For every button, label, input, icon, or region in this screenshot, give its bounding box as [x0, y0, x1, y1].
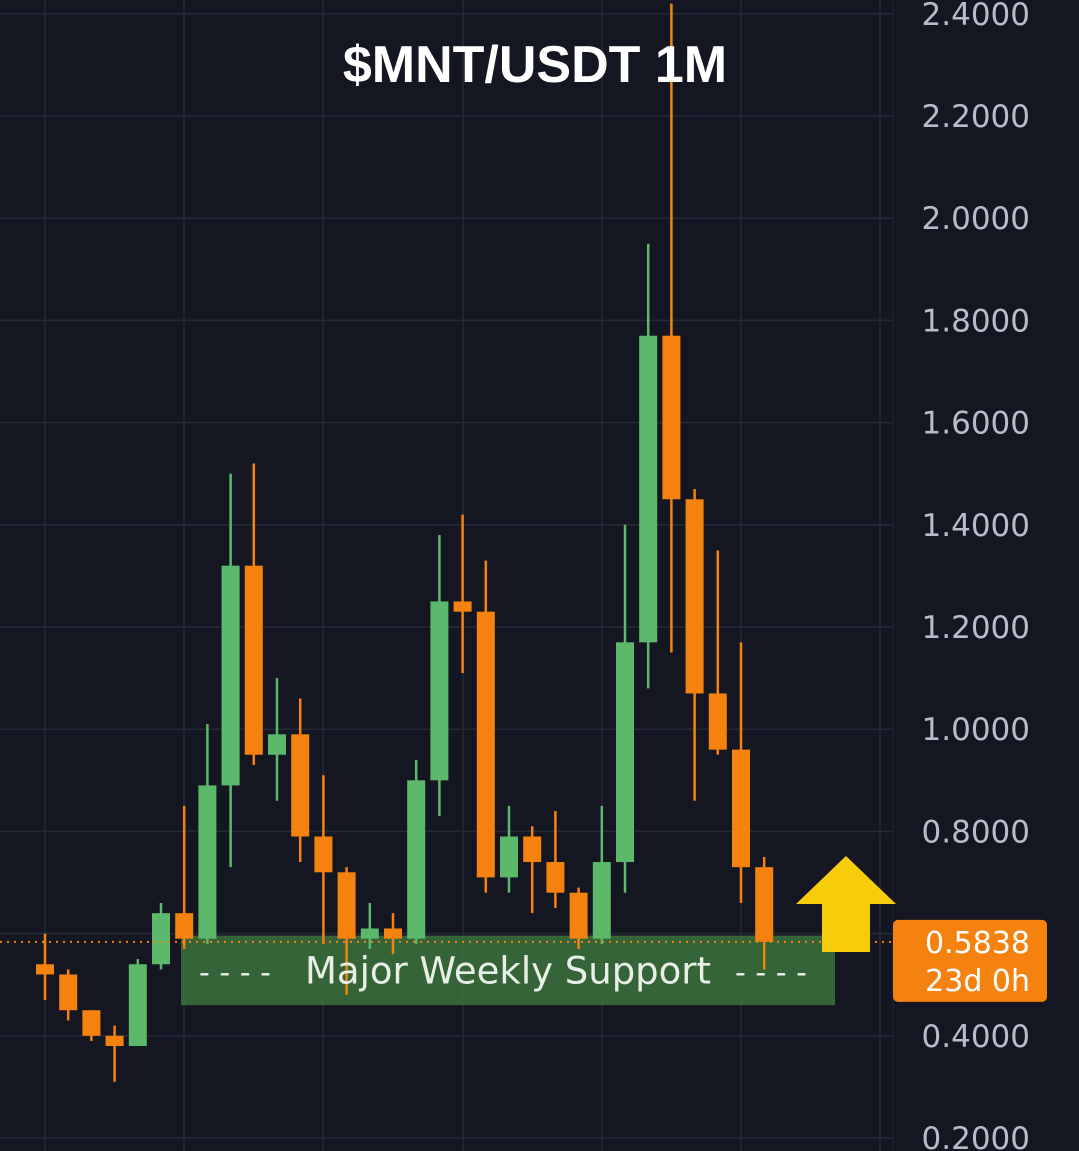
candle [639, 243, 658, 689]
y-tick-label: 1.8000 [922, 303, 1030, 339]
candle-body [523, 836, 542, 863]
candle-body [128, 964, 147, 1047]
candle-body [732, 749, 750, 868]
y-tick-label: 1.0000 [922, 712, 1030, 748]
candle [36, 933, 54, 1001]
candle [360, 902, 379, 949]
candle [221, 473, 240, 868]
candle-body [198, 785, 217, 939]
candle-body [453, 601, 472, 612]
support-zone [181, 935, 835, 1006]
y-tick-label: 0.4000 [922, 1019, 1030, 1055]
candle-body [546, 862, 565, 893]
candle-body [616, 642, 634, 863]
candle-body [476, 611, 495, 878]
y-tick-label: 0.8000 [922, 814, 1030, 850]
candle-body [360, 928, 379, 939]
candle-body [175, 913, 194, 939]
candle [407, 759, 426, 944]
candle [592, 805, 611, 944]
candle [268, 678, 286, 801]
support-zone-dashes-right: - - - - [735, 955, 807, 990]
candle [523, 826, 542, 914]
candle [337, 867, 356, 995]
current-price-badge [893, 919, 1047, 1002]
support-zone-dashes-left: - - - - [199, 955, 271, 990]
candle-body [82, 1010, 101, 1036]
candle [569, 887, 588, 949]
up-arrow-icon [796, 856, 896, 952]
candle [384, 913, 402, 955]
current-price-countdown: 23d 0h [925, 964, 1030, 999]
candle [128, 959, 147, 1047]
candle [152, 902, 170, 970]
candle-body [384, 928, 402, 939]
candle-body [755, 867, 774, 942]
y-tick-label: 2.2000 [922, 99, 1030, 135]
candle [59, 969, 78, 1021]
candle-body [36, 964, 54, 975]
candle [500, 805, 518, 893]
candle [732, 642, 750, 903]
support-zone-band [181, 935, 835, 1006]
candle-body [314, 836, 333, 873]
candle [708, 550, 727, 755]
candle [175, 805, 194, 949]
candle-body [268, 734, 286, 755]
candle-body [592, 862, 611, 939]
candle [430, 535, 449, 817]
candle-body [407, 780, 426, 939]
y-tick-label: 0.2000 [922, 1121, 1030, 1151]
candle-body [685, 499, 704, 694]
candle [314, 775, 333, 944]
support-zone-label: Major Weekly Support [305, 949, 711, 992]
candle-body [662, 335, 681, 500]
candle [476, 560, 495, 893]
candle-body [639, 335, 658, 643]
y-tick-label: 1.2000 [922, 610, 1030, 646]
candle [546, 810, 565, 909]
candle-body [430, 601, 449, 781]
chart-title: $MNT/USDT 1M [343, 36, 727, 94]
current-price-value: 0.5838 [925, 926, 1030, 961]
overlay-layer: - - - - Major Weekly Support - - - - [0, 856, 896, 992]
price-axis: 2.4000 2.2000 2.0000 1.8000 1.6000 1.4000 1.20… [893, 0, 1047, 1151]
candle-body [569, 892, 588, 939]
candle-body [337, 872, 356, 939]
candle [198, 724, 217, 944]
candle [662, 3, 681, 653]
candle-body [291, 734, 310, 837]
candle [685, 489, 704, 801]
candles-layer [36, 3, 774, 1082]
y-tick-label: 2.4000 [922, 0, 1030, 33]
candle [453, 514, 472, 673]
candle-body [244, 565, 263, 755]
candle [105, 1025, 124, 1082]
y-tick-label: 1.6000 [922, 406, 1030, 442]
candle-body [59, 974, 78, 1011]
candle-body [152, 913, 170, 965]
candle [616, 524, 634, 893]
candle-body [221, 565, 240, 786]
candle [755, 856, 774, 970]
candle-body [500, 836, 518, 878]
y-tick-label: 1.4000 [922, 508, 1030, 544]
candle [244, 463, 263, 765]
candle [291, 698, 310, 863]
y-tick-label: 2.0000 [922, 201, 1030, 237]
candle-body [105, 1035, 124, 1047]
candle-body [708, 693, 727, 750]
candle [82, 1010, 101, 1041]
